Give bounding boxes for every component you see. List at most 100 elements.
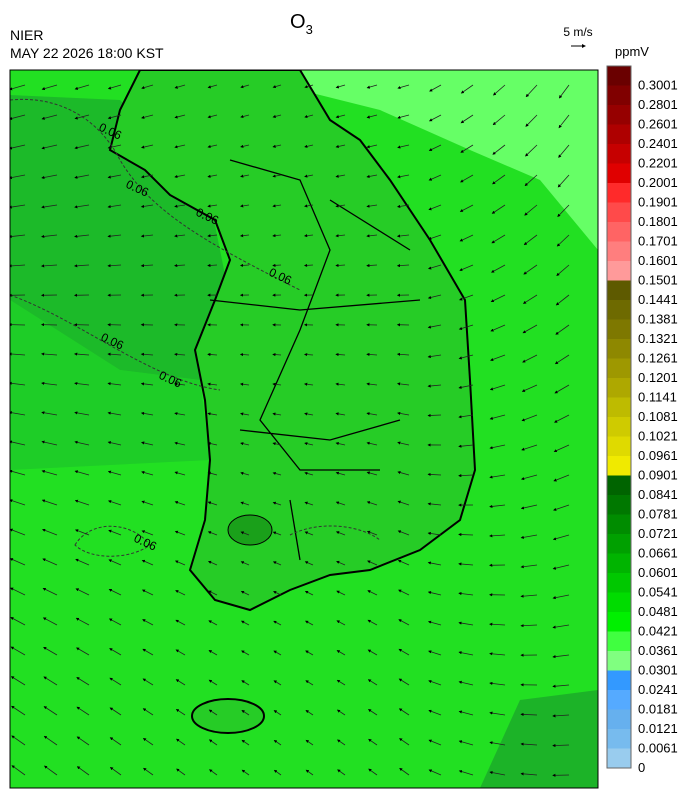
wind-arrow — [335, 471, 346, 476]
wind-arrow — [74, 264, 90, 268]
wind-arrow — [41, 174, 58, 180]
legend-swatch — [607, 729, 631, 749]
wind-arrow — [240, 412, 250, 416]
wind-arrow — [492, 174, 506, 185]
wind-arrow — [458, 621, 474, 626]
wind-arrow — [427, 324, 442, 329]
legend-level: 0.1081 — [638, 409, 678, 424]
legend-level: 0.0601 — [638, 565, 678, 580]
wind-arrow — [337, 739, 346, 746]
legend-level: 0.0961 — [638, 448, 678, 463]
wind-arrow — [366, 144, 378, 149]
wind-arrow — [107, 411, 122, 416]
wind-arrow — [552, 684, 570, 688]
wind-arrow — [490, 324, 506, 332]
wind-arrow — [520, 742, 538, 746]
legend-swatch — [607, 241, 631, 262]
wind-arrow — [397, 530, 410, 536]
legend-level: 0.0181 — [638, 702, 678, 717]
wind-arrow — [240, 84, 250, 89]
wind-arrow — [399, 767, 410, 776]
wind-arrow — [272, 471, 282, 476]
legend-swatch — [607, 85, 631, 106]
wind-arrow — [367, 560, 378, 566]
legend-swatch — [607, 534, 631, 554]
wind-arrow — [428, 769, 442, 776]
wind-arrow — [521, 414, 538, 422]
legend-frame — [606, 65, 632, 769]
wind-arrow — [366, 352, 378, 357]
wind-arrow — [10, 84, 26, 91]
wind-arrow — [428, 114, 442, 122]
wind-arrow — [174, 530, 186, 536]
wind-arrow — [367, 679, 378, 686]
wind-arrow — [108, 529, 122, 536]
wind-arrow — [272, 531, 282, 536]
wind-arrow — [141, 144, 154, 149]
wind-arrow — [174, 560, 186, 566]
wind-arrow — [41, 234, 58, 239]
wind-arrow — [41, 499, 58, 506]
wind-arrow — [43, 676, 58, 686]
wind-arrow — [239, 234, 250, 238]
wind-arrow — [240, 174, 250, 178]
wind-arrow — [491, 264, 506, 273]
wind-arrow — [240, 144, 250, 148]
wind-arrow — [141, 589, 154, 596]
wind-arrow — [397, 500, 410, 506]
wind-arrow — [108, 559, 122, 566]
wind-arrow — [458, 414, 474, 419]
wind-arrow — [10, 499, 26, 506]
wind-arrow — [428, 264, 442, 270]
wind-arrow — [11, 705, 26, 716]
wind-arrow — [397, 411, 410, 416]
wind-arrow — [240, 204, 250, 208]
wind-arrow — [107, 352, 122, 356]
wind-arrow — [558, 114, 570, 129]
wind-arrow — [304, 591, 314, 596]
wind-arrow — [10, 587, 26, 596]
wind-arrow — [207, 352, 218, 357]
wind-arrow — [140, 234, 154, 238]
wind-arrow — [239, 382, 250, 386]
wind-arrow — [458, 444, 474, 448]
wind-arrow — [459, 294, 474, 301]
wind-arrow — [41, 264, 58, 268]
wind-arrow — [41, 411, 58, 416]
wind-arrow — [273, 620, 282, 626]
legend-level: 0.3001 — [638, 78, 678, 93]
wind-arrow — [74, 234, 90, 238]
wind-arrow — [458, 591, 474, 596]
wind-arrow — [240, 531, 250, 536]
wind-arrow — [398, 619, 410, 626]
wind-arrow — [366, 114, 378, 119]
wind-arrow — [489, 711, 506, 716]
wind-arrow — [42, 528, 58, 536]
wind-arrow — [141, 114, 154, 119]
wind-arrow — [427, 620, 442, 626]
wind-arrow — [76, 677, 90, 686]
legend-swatch — [607, 183, 631, 203]
wind-arrow — [74, 440, 90, 446]
wind-arrow — [207, 560, 218, 566]
legend-unit: ppmV — [615, 44, 649, 59]
wind-arrow — [491, 234, 506, 244]
wind-arrow — [10, 264, 26, 268]
wind-arrow — [366, 412, 378, 416]
wind-arrow — [520, 624, 538, 628]
wind-arrow — [241, 769, 250, 776]
legend-swatch — [607, 339, 631, 359]
wind-arrow — [304, 382, 314, 386]
wind-arrow — [207, 204, 218, 208]
legend-level: 0.1441 — [638, 292, 678, 307]
wind-arrow — [10, 528, 26, 536]
wind-arrow — [492, 114, 506, 126]
wind-arrow — [76, 736, 90, 746]
wind-arrow — [460, 174, 474, 183]
wind-arrow — [208, 650, 218, 656]
wind-arrow — [207, 382, 218, 386]
wind-arrow — [74, 499, 90, 506]
wind-arrow — [142, 737, 154, 746]
wind-arrow — [207, 501, 218, 506]
legend-swatch — [607, 436, 631, 457]
